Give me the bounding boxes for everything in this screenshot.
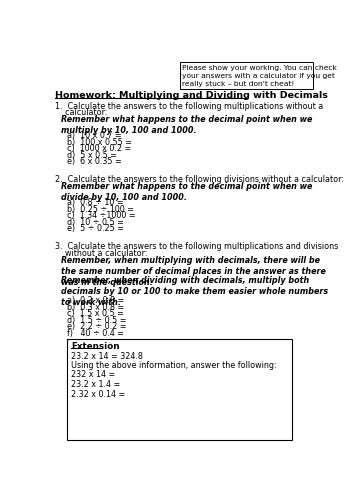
- Text: calculator:: calculator:: [55, 108, 107, 117]
- Text: really stuck – but don't cheat!: really stuck – but don't cheat!: [182, 81, 294, 87]
- Text: Please show your working. You can check: Please show your working. You can check: [182, 64, 337, 70]
- Text: 232 x 14 =: 232 x 14 =: [71, 370, 115, 379]
- Text: 1.  Calculate the answers to the following multiplications without a: 1. Calculate the answers to the followin…: [55, 102, 323, 110]
- Text: Remember what happens to the decimal point when we
divide by 10, 100 and 1000.: Remember what happens to the decimal poi…: [61, 182, 312, 202]
- Text: Homework: Multiplying and Dividing with Decimals: Homework: Multiplying and Dividing with …: [55, 91, 328, 100]
- Text: Remember, when dividing with decimals, multiply both
decimals by 10 or 100 to ma: Remember, when dividing with decimals, m…: [61, 276, 328, 307]
- Text: a)  10 x 0.7 =: a) 10 x 0.7 =: [67, 131, 122, 140]
- Text: e)  5 ÷ 0.25 =: e) 5 ÷ 0.25 =: [67, 224, 124, 234]
- Text: Using the above information, answer the following:: Using the above information, answer the …: [71, 361, 277, 370]
- Text: b)  100 x 0.55 =: b) 100 x 0.55 =: [67, 138, 132, 146]
- Text: Remember what happens to the decimal point when we
multiply by 10, 100 and 1000.: Remember what happens to the decimal poi…: [61, 114, 312, 135]
- Text: your answers with a calculator if you get: your answers with a calculator if you ge…: [182, 72, 335, 78]
- Text: Remember, when multiplying with decimals, there will be
the same number of decim: Remember, when multiplying with decimals…: [61, 256, 326, 287]
- FancyBboxPatch shape: [67, 338, 292, 440]
- Text: c)  1.5 x 0.5 =: c) 1.5 x 0.5 =: [67, 309, 124, 318]
- Text: e)  2.2 ÷ 0.2 =: e) 2.2 ÷ 0.2 =: [67, 322, 127, 332]
- Text: e)  6 x 0.35 =: e) 6 x 0.35 =: [67, 157, 122, 166]
- Text: 23.2 x 1.4 =: 23.2 x 1.4 =: [71, 380, 120, 389]
- Text: a)  0.2 x 0.8 =: a) 0.2 x 0.8 =: [67, 296, 125, 305]
- Text: c)  1.34 ÷1000 =: c) 1.34 ÷1000 =: [67, 212, 136, 220]
- Text: 2.32 x 0.14 =: 2.32 x 0.14 =: [71, 390, 126, 399]
- FancyBboxPatch shape: [180, 62, 313, 90]
- Text: 3.  Calculate the answers to the following multiplications and divisions: 3. Calculate the answers to the followin…: [55, 242, 338, 252]
- Text: d)  1.5 ÷ 0.5 =: d) 1.5 ÷ 0.5 =: [67, 316, 127, 325]
- Text: b)  0.3 x 0.8 =: b) 0.3 x 0.8 =: [67, 302, 125, 312]
- Text: Extension: Extension: [71, 342, 120, 350]
- Text: c)  1000 x 0.2 =: c) 1000 x 0.2 =: [67, 144, 132, 153]
- Text: without a calculator:: without a calculator:: [55, 249, 148, 258]
- Text: d)  10 ÷ 0.5 =: d) 10 ÷ 0.5 =: [67, 218, 124, 227]
- Text: d)  5 x 0.5 =: d) 5 x 0.5 =: [67, 150, 118, 160]
- Text: 23.2 x 14 = 324.8: 23.2 x 14 = 324.8: [71, 352, 143, 360]
- Text: f)   40 ÷ 0.4 =: f) 40 ÷ 0.4 =: [67, 329, 124, 338]
- Text: b)  0.25 ÷ 100 =: b) 0.25 ÷ 100 =: [67, 205, 134, 214]
- Text: a)  0.8 ÷ 10 =: a) 0.8 ÷ 10 =: [67, 198, 124, 207]
- Text: 2.  Calculate the answers to the following divisions without a calculator:: 2. Calculate the answers to the followin…: [55, 176, 344, 184]
